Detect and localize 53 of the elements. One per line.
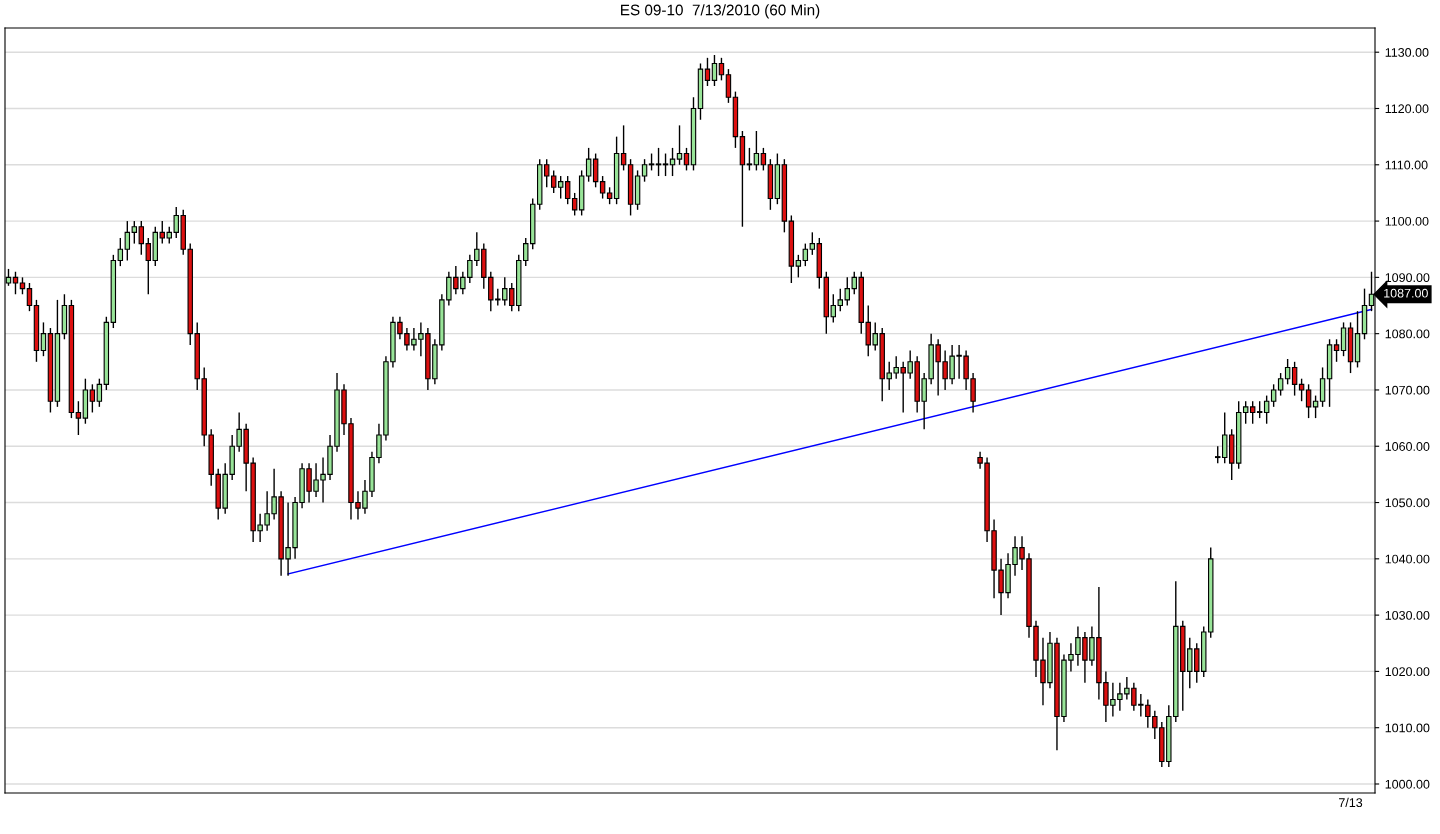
candlestick bbox=[1333, 338, 1340, 363]
candlestick bbox=[592, 152, 599, 188]
y-tick-label: 1010.00 bbox=[1385, 723, 1430, 733]
candlestick bbox=[711, 54, 718, 87]
x-tick-label: 7/13 bbox=[1339, 797, 1363, 808]
candlestick bbox=[1340, 321, 1347, 357]
candlestick bbox=[89, 383, 96, 414]
candlestick bbox=[1277, 372, 1284, 397]
candlestick bbox=[585, 147, 592, 183]
candlestick bbox=[1270, 383, 1277, 408]
y-tick-label: 1100.00 bbox=[1385, 216, 1429, 226]
y-tick-label: 1000.00 bbox=[1385, 779, 1430, 789]
y-tick-label: 1090.00 bbox=[1385, 273, 1430, 283]
candlestick bbox=[760, 147, 767, 172]
candlestick bbox=[1263, 394, 1270, 425]
y-tick-label: 1030.00 bbox=[1385, 610, 1430, 620]
candlestick bbox=[599, 175, 606, 200]
candlestick bbox=[753, 130, 760, 172]
candlestick bbox=[620, 124, 627, 172]
candlestick bbox=[683, 147, 690, 172]
chart-title: ES 09-10 7/13/2010 (60 Min) bbox=[621, 4, 820, 19]
candlestick bbox=[795, 254, 802, 279]
candlestick bbox=[117, 237, 124, 267]
candlestick bbox=[662, 152, 669, 177]
y-tick-label: 1080.00 bbox=[1385, 329, 1430, 339]
y-tick-label: 1070.00 bbox=[1385, 385, 1430, 395]
candlestick bbox=[1298, 378, 1305, 402]
candlestick bbox=[746, 147, 753, 172]
candlestick bbox=[1319, 366, 1326, 408]
candlestick bbox=[1305, 383, 1312, 419]
candlestick bbox=[655, 147, 662, 177]
candlestick bbox=[676, 124, 683, 166]
candlestick bbox=[718, 57, 725, 82]
candlestick bbox=[725, 68, 732, 104]
candlestick bbox=[12, 271, 19, 295]
text: 1087.00 bbox=[1384, 288, 1428, 298]
y-tick-label: 1110.00 bbox=[1385, 160, 1428, 170]
candlestick bbox=[96, 378, 103, 408]
y-tick-label: 1120.00 bbox=[1385, 104, 1429, 114]
y-tick-label: 1040.00 bbox=[1385, 554, 1430, 564]
candlestick bbox=[26, 282, 33, 312]
candlestick bbox=[704, 57, 711, 87]
y-tick-label: 1130.00 bbox=[1385, 48, 1429, 57]
candlestick bbox=[571, 192, 578, 217]
y-tick-label: 1020.00 bbox=[1385, 667, 1430, 677]
candlestick bbox=[1291, 361, 1298, 397]
candlestick bbox=[75, 400, 82, 436]
candlestick bbox=[1284, 358, 1291, 386]
candlestick bbox=[802, 242, 809, 267]
y-tick-label: 1050.00 bbox=[1385, 498, 1430, 508]
candlestick bbox=[40, 321, 47, 357]
y-tick-label: 1060.00 bbox=[1385, 442, 1430, 451]
candlestick bbox=[641, 158, 648, 183]
